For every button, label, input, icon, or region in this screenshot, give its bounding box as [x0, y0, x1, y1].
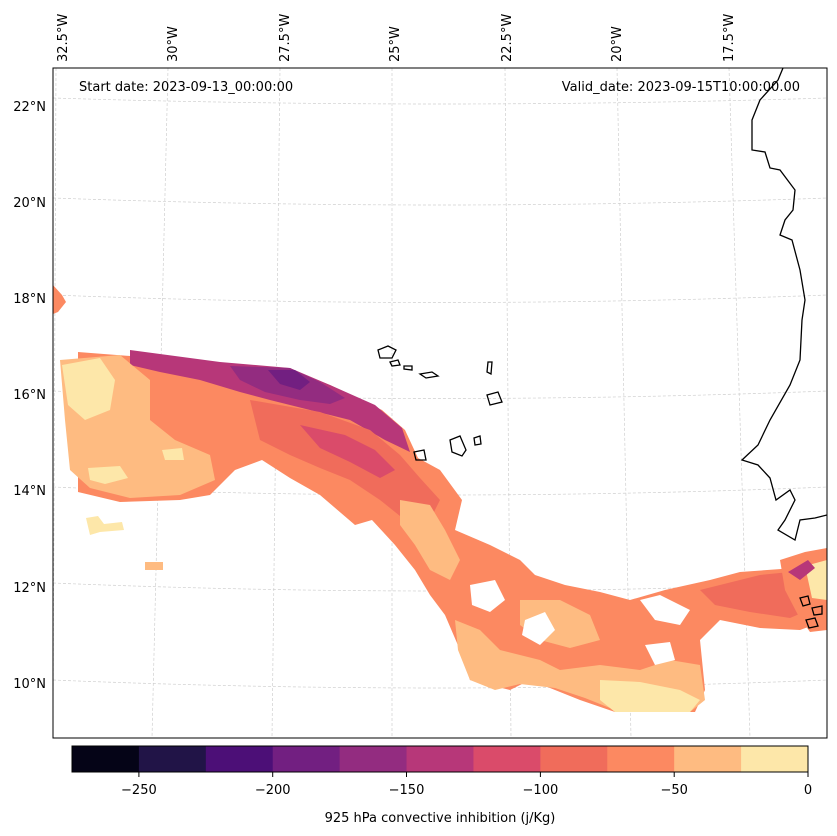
lat-label-16n: 16°N: [13, 388, 46, 403]
lat-label-12n: 12°N: [13, 581, 46, 596]
colorbar-ticks: [138, 772, 809, 777]
cin-contour-yellow-patch-2: [162, 448, 184, 460]
colorbar-cell-6: [473, 746, 541, 772]
latitude-labels: 22°N 20°N 18°N 16°N 14°N 12°N 10°N: [13, 100, 46, 692]
lon-label-27-5w: 27.5°W: [278, 14, 293, 62]
colorbar-cell-8: [607, 746, 675, 772]
cape-verde-santo-antao: [377, 345, 397, 359]
cape-verde-santiago: [449, 435, 467, 457]
colorbar-cell-1: [138, 746, 207, 772]
colorbar-cell-3: [272, 746, 341, 772]
colorbar-cell-0: [72, 746, 140, 772]
cin-patch-west-2: [145, 562, 163, 570]
lat-label-22n: 22°N: [13, 100, 46, 115]
lon-label-22-5w: 22.5°W: [500, 14, 515, 62]
bijagos-islands: [799, 595, 823, 629]
colorbar-tick-minus-250: −250: [121, 783, 157, 798]
africa-coastline: [740, 68, 827, 542]
colorbar-cell-9: [674, 746, 742, 772]
cin-contour-dark-purple-core: [268, 370, 310, 390]
cin-contour-light-orange-mid: [400, 500, 460, 580]
coastlines: [377, 68, 827, 629]
lon-label-32-5w: 32.5°W: [56, 14, 71, 62]
cape-verde-sao-nicolau: [403, 365, 413, 371]
start-date-annotation: Start date: 2023-09-13_00:00:00: [79, 80, 293, 95]
cin-contour-red-band-1: [250, 400, 440, 520]
cin-contour-yellow-west: [62, 358, 115, 420]
lat-label-14n: 14°N: [13, 484, 46, 499]
colorbar-tick-labels: −250 −200 −150 −100 −50 0: [121, 783, 812, 798]
colorbar-cell-10: [741, 746, 809, 772]
cin-contour-magenta-edge: [130, 350, 410, 452]
cape-verde-fogo: [413, 449, 427, 461]
colorbar-cell-4: [339, 746, 408, 772]
map-area: Start date: 2023-09-13_00:00:00 Valid_da…: [53, 68, 827, 738]
colorbar-tick-0: 0: [804, 783, 812, 798]
cin-hole-3: [640, 595, 690, 625]
lat-label-20n: 20°N: [13, 196, 46, 211]
cape-verde-boa-vista: [486, 391, 503, 406]
colorbar: −250 −200 −150 −100 −50 0 925 hPa convec…: [71, 745, 812, 826]
colorbar-cell-7: [540, 746, 608, 772]
cin-patch-east-coast-purple: [788, 560, 815, 580]
lon-label-25w: 25°W: [388, 26, 403, 62]
colorbar-cell-5: [406, 746, 474, 772]
lon-label-30w: 30°W: [166, 26, 181, 62]
cin-contour-yellow-patch-1: [88, 466, 128, 484]
map-frame: [52, 67, 828, 739]
cin-hole-4: [645, 642, 675, 665]
colorbar-tick-minus-200: −200: [255, 783, 291, 798]
cape-verde-sao-vicente: [389, 359, 401, 367]
colorbar-tick-minus-100: −100: [523, 783, 559, 798]
cape-verde-brava: [473, 435, 482, 446]
cin-hole-1: [470, 580, 505, 612]
lat-label-18n: 18°N: [13, 292, 46, 307]
cape-verde-sal: [486, 361, 493, 376]
longitude-labels: 32.5°W 30°W 27.5°W 25°W 22.5°W 20°W 17.5…: [56, 14, 737, 62]
colorbar-frame: [71, 745, 809, 773]
colorbar-tick-minus-50: −50: [660, 783, 687, 798]
colorbar-label: 925 hPa convective inhibition (j/Kg): [325, 811, 556, 826]
colorbar-cell-2: [205, 746, 274, 772]
colorbar-cells: [72, 746, 809, 772]
cin-contour-red-band-2: [300, 425, 395, 478]
valid-date-annotation: Valid_date: 2023-09-15T10:00:00.00: [562, 80, 800, 95]
lon-label-17-5w: 17.5°W: [722, 14, 737, 62]
cin-patch-west-1: [86, 516, 124, 535]
colorbar-tick-minus-150: −150: [389, 783, 425, 798]
cape-verde-maio: [418, 371, 440, 379]
cin-hole-2: [522, 612, 555, 645]
cin-contour-field: [53, 285, 827, 712]
cin-patch-north-edge: [53, 285, 66, 314]
cin-contour-yellow-south: [600, 680, 700, 712]
lon-label-20w: 20°W: [610, 26, 625, 62]
lat-label-10n: 10°N: [13, 677, 46, 692]
